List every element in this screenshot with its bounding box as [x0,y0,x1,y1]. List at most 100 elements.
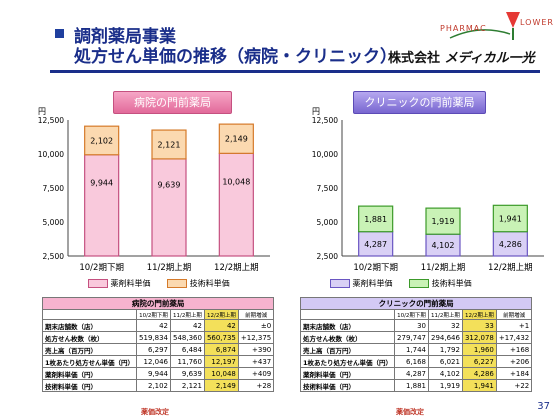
data-label-drug: 4,102 [432,241,455,250]
company-logo: PHARMAC LOWER [440,6,553,46]
logo-text-right: LOWER [520,18,554,27]
table-cell: 9,944 [136,367,171,380]
row-label: 薬剤料単価（円） [299,367,396,380]
table-cell: 10,048 [203,367,239,380]
table-cell: 560,735 [203,331,239,344]
row-label: 期末店舗数（店） [299,319,396,332]
x-tick-label: 12/2期上期 [214,263,259,273]
x-tick-label: 12/2期上期 [488,263,533,273]
logo-text-left: PHARMAC [440,24,487,33]
table-cell: 1,744 [394,343,429,356]
title-bullet [55,29,64,38]
y-tick-label: 10,000 [38,150,64,159]
row-label: 処方せん枚数（枚） [41,331,138,344]
table-cell: 6,297 [136,343,171,356]
legend-swatch-tech [167,279,188,288]
bar-tech [492,204,528,233]
row-label: 1枚あたり処方せん単価（円） [41,355,138,368]
legend-label-drug: 薬剤料単価 [110,279,151,288]
clinic-legend: 薬剤料単価 技術料単価 [330,278,472,289]
header-cell: 12/2期上期 [461,309,497,320]
row-label: 売上高（百万円） [299,343,396,356]
y-tick-label: 2,500 [43,252,65,261]
table-cell: 1,919 [427,379,463,392]
bar-tech [425,207,461,235]
header-cell: 10/2期下期 [136,309,171,320]
legend-swatch-drug [330,279,350,288]
logo-mark-icon [449,12,520,40]
table-cell: 1,792 [427,343,463,356]
table-cell: +390 [237,343,275,356]
clinic-chart: 円12,500 10,000 7,500 5,000 2,500 4,287 1,881 10… [312,107,544,273]
bar-tech [358,205,394,233]
data-label-tech: 2,121 [158,140,181,149]
clinic-note: 薬価改定 [396,408,424,416]
data-label-drug: 4,286 [499,240,522,249]
table-title: クリニックの門前薬局 [299,297,533,310]
table-cell: 519,834 [136,331,171,344]
table-cell: +409 [237,367,275,380]
table-row: 期末店舗数（店） 30 32 33 +1 [299,319,533,332]
table-header-row: 10/2期下期 11/2期上期 12/2期上期 前期増減 [41,309,275,320]
bar-drug [492,231,528,257]
table-cell: 12,046 [136,355,171,368]
table-cell: +437 [237,355,275,368]
bar-drug [218,152,254,257]
data-label-tech: 1,919 [432,217,455,226]
table-cell: 312,078 [461,331,497,344]
data-label-drug: 9,639 [158,180,181,189]
header-cell: 11/2期上期 [169,309,205,320]
table-cell: 1,941 [461,379,497,392]
legend-swatch-tech [409,279,430,288]
table-title: 病院の門前薬局 [41,297,275,310]
table-cell: +17,432 [495,331,533,344]
table-row: 1枚あたり処方せん単価（円） 12,046 11,760 12,197 +437 [41,355,275,368]
data-label-tech: 1,881 [364,215,387,224]
table-cell: 1,881 [394,379,429,392]
table-cell: 42 [203,319,239,332]
table-cell: 6,168 [394,355,429,368]
clinic-table: クリニックの門前薬局 10/2期下期 11/2期上期 12/2期上期 前期増減 期末店舗数… [299,297,533,392]
table-cell: 11,760 [169,355,205,368]
row-label: 売上高（百万円） [41,343,138,356]
header-cell [299,309,396,320]
data-label-tech: 2,102 [90,136,113,145]
bar-tech [151,129,187,160]
table-cell: 279,747 [394,331,429,344]
table-cell: +206 [495,355,533,368]
table-cell: 9,639 [169,367,205,380]
table-cell: 32 [427,319,463,332]
row-label: 技術料単価（円） [299,379,396,392]
bar-tech [84,125,120,156]
hospital-table: 病院の門前薬局 10/2期下期 11/2期上期 12/2期上期 前期増減 期末店舗数（店）… [41,297,275,392]
company-prefix: 株式会社 [388,51,441,66]
title-rule [50,70,540,73]
y-tick-label: 2,500 [317,252,339,261]
y-tick-label: 7,500 [317,184,339,193]
table-cell: 1,960 [461,343,497,356]
x-tick-label: 10/2期下期 [79,263,124,273]
table-cell: +184 [495,367,533,380]
table-row: 期末店舗数（店） 42 42 42 ±0 [41,319,275,332]
table-cell: 42 [169,319,205,332]
bar-drug [84,154,120,257]
table-cell: +22 [495,379,533,392]
header-cell: 前期増減 [495,309,533,320]
legend-label-drug: 薬剤料単価 [352,279,393,288]
table-cell: +1 [495,319,533,332]
table-row: 薬剤料単価（円） 9,944 9,639 10,048 +409 [41,367,275,380]
table-cell: ±0 [237,319,275,332]
x-tick-label: 11/2期上期 [147,263,192,273]
data-label-drug: 4,287 [364,240,387,249]
row-label: 1枚あたり処方せん単価（円） [299,355,396,368]
legend-label-tech: 技術料単価 [189,279,230,288]
section-title: 調剤薬局事業 [74,27,176,47]
y-tick-label: 10,000 [312,150,338,159]
table-cell: 6,874 [203,343,239,356]
table-row: 薬剤料単価（円） 4,287 4,102 4,286 +184 [299,367,533,380]
data-label-tech: 2,149 [225,135,248,144]
page-number: 37 [537,401,550,412]
hospital-legend: 薬剤料単価 技術料単価 [88,278,230,289]
legend-label-tech: 技術料単価 [431,279,472,288]
table-row: 1枚あたり処方せん単価（円） 6,168 6,021 6,227 +206 [299,355,533,368]
